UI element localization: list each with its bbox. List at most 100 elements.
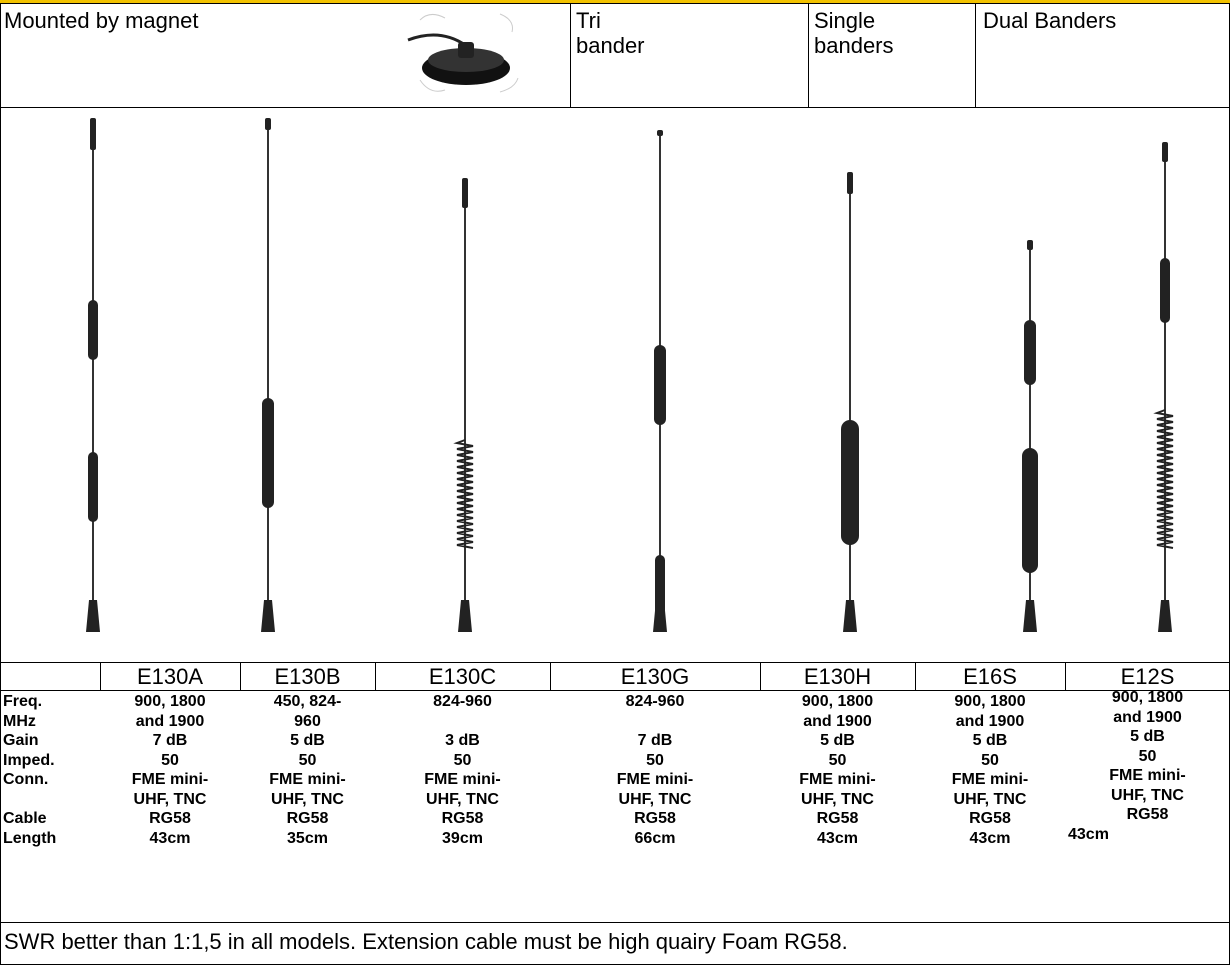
antenna-part <box>654 345 666 425</box>
header-cell: Dual Banders <box>983 8 1117 33</box>
rule <box>915 662 916 690</box>
spec-value: FME mini- <box>799 771 876 788</box>
spec-value: 824-960 <box>625 693 685 710</box>
rule <box>808 3 809 107</box>
antenna-part <box>1023 600 1037 632</box>
magnet-mount <box>407 13 519 93</box>
rule <box>0 107 1230 108</box>
spec-value: 43cm <box>969 829 1011 847</box>
spec-label: Freq. <box>3 693 43 710</box>
spec-value: and 1900 <box>135 712 205 730</box>
spec-value: 900, 1800 <box>954 693 1026 710</box>
spec-value: 5 dB <box>290 732 325 749</box>
spec-value: FME mini- <box>269 771 346 788</box>
spec-value: 900, 1800 <box>801 693 874 710</box>
rule <box>0 662 1230 663</box>
antenna-part <box>458 600 472 632</box>
spec-value: 450, 824- <box>273 693 342 710</box>
rule <box>975 3 976 107</box>
antenna-part <box>453 439 474 549</box>
spec-value: 43cm <box>817 829 858 847</box>
spec-value: RG58 <box>286 810 329 827</box>
magnet <box>458 42 474 58</box>
rule <box>0 690 1230 691</box>
spec-value: UHF, TNC <box>133 790 207 808</box>
antenna-part <box>88 452 98 522</box>
spec-value: FME mini- <box>131 771 209 788</box>
spec-label: Gain <box>3 732 39 749</box>
spec-value: UHF, TNC <box>271 790 344 808</box>
spec-value: 5 dB <box>972 732 1008 749</box>
spec-value: UHF, TNC <box>426 790 499 808</box>
antenna-part <box>841 420 859 545</box>
antenna-part <box>1160 258 1170 323</box>
rule <box>100 662 101 690</box>
header-cell: Mounted by magnet <box>4 8 199 33</box>
rule <box>1065 662 1066 690</box>
top-strip <box>0 0 1230 3</box>
spec-value: RG58 <box>816 810 859 827</box>
model-name: E16S <box>963 664 1017 689</box>
spec-value: 7 dB <box>637 732 673 749</box>
arc <box>499 77 519 93</box>
spec-value: 39cm <box>442 829 483 847</box>
spec-value: 50 <box>298 751 317 769</box>
model-name: E130A <box>136 664 204 689</box>
spec-value: 50 <box>453 751 472 769</box>
antenna-part <box>843 600 857 632</box>
spec-value: 50 <box>981 751 999 769</box>
header-cell: banders <box>814 33 894 58</box>
antenna-part <box>265 118 271 130</box>
antenna-part <box>1027 240 1033 250</box>
rule <box>240 662 241 690</box>
spec-value: and 1900 <box>955 712 1025 730</box>
spec-value: RG58 <box>149 810 191 827</box>
spec-label: Length <box>3 829 57 847</box>
antenna-part <box>86 600 100 632</box>
rule <box>760 662 761 690</box>
spec-label: Imped. <box>3 751 55 769</box>
model-name: E130H <box>803 664 872 689</box>
spec-value: UHF, TNC <box>1111 786 1184 804</box>
cable <box>407 33 466 47</box>
spec-value: RG58 <box>441 810 484 827</box>
spec-value: 43cm <box>149 829 191 847</box>
antenna-part <box>1153 409 1174 549</box>
rule <box>550 662 551 690</box>
spec-value: 900, 1800 <box>1111 689 1184 706</box>
spec-value: 50 <box>646 751 664 769</box>
spec-value: FME mini- <box>424 771 501 788</box>
spec-value: 43cm <box>1068 825 1109 843</box>
rule <box>375 662 376 690</box>
antenna-part <box>88 300 98 360</box>
header-cell: bander <box>576 33 645 58</box>
antenna-part <box>90 118 96 150</box>
antenna-part <box>657 130 663 136</box>
rule <box>0 3 1230 4</box>
footer-note: SWR better than 1:1,5 in all models. Ext… <box>4 929 848 954</box>
header-cell: Tri <box>576 8 601 33</box>
spec-value: 900, 1800 <box>134 693 206 710</box>
model-name: E12S <box>1120 664 1175 689</box>
antenna-part <box>1162 142 1168 162</box>
antenna-part <box>653 600 667 632</box>
spec-value: RG58 <box>634 810 676 827</box>
antenna-part <box>261 600 275 632</box>
arc <box>419 14 446 21</box>
antenna-part <box>462 178 468 208</box>
spec-value: 5 dB <box>1130 728 1165 745</box>
rule <box>0 3 1 965</box>
arc <box>499 13 513 33</box>
spec-value: and 1900 <box>1113 708 1182 726</box>
magnet <box>428 48 504 72</box>
spec-value: 35cm <box>287 829 328 847</box>
spec-value: 66cm <box>634 829 676 847</box>
spec-value: UHF, TNC <box>801 790 874 808</box>
antenna-part <box>1022 448 1038 573</box>
antennas <box>86 118 1174 632</box>
spec-value: 824-960 <box>433 693 492 710</box>
model-name: E130C <box>428 664 497 689</box>
antenna-part <box>262 398 274 508</box>
